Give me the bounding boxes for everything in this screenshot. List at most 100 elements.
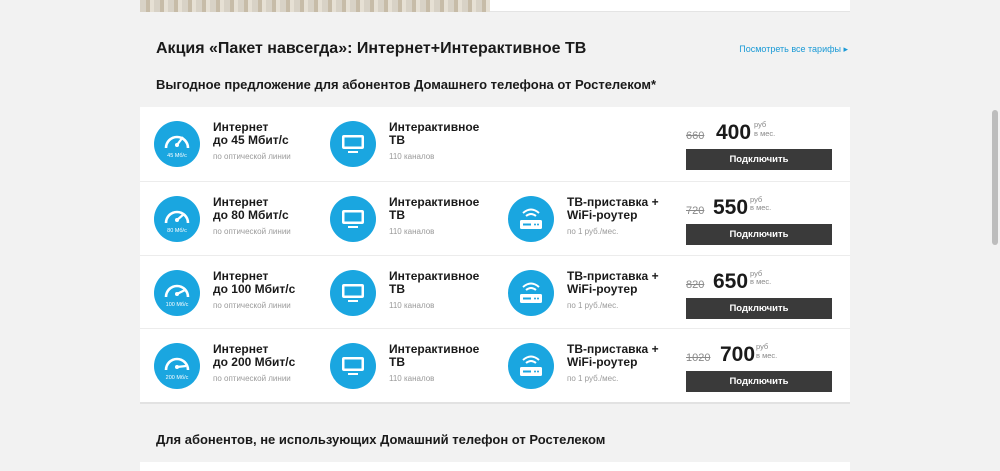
router-feature: ТВ-приставка + WiFi-роутер по 1 руб./мес…: [508, 342, 659, 390]
internet-name-line2: до 45 Мбит/с: [213, 133, 289, 147]
tv-feature: Интерактивное ТВ 110 каналов: [330, 342, 480, 390]
router-note: по 1 руб./мес.: [567, 300, 619, 310]
tv-name-line1: Интерактивное: [389, 268, 480, 283]
old-price: 720: [686, 204, 705, 217]
tv-name-line2: ТВ: [389, 207, 405, 222]
new-price: 650: [713, 269, 749, 293]
old-price: 1020: [686, 352, 711, 365]
scrollbar[interactable]: [988, 0, 1000, 471]
router-name-line1: ТВ-приставка +: [567, 268, 659, 283]
tv-name-line2: ТВ: [389, 281, 405, 296]
section-title-non-phone: Для абонентов, не использующих Домашний …: [156, 432, 606, 447]
internet-name-line2: до 100 Мбит/с: [213, 281, 296, 296]
router-feature: ТВ-приставка + WiFi-роутер по 1 руб./мес…: [508, 194, 659, 242]
router-name-line2: WiFi-роутер: [567, 207, 638, 222]
new-price: 700: [720, 343, 756, 367]
tv-note: 110 каналов: [389, 226, 435, 236]
tariff-row: 200 Мб/с Интернет до 200 Мбит/с по оптич…: [140, 328, 850, 402]
connect-button[interactable]: Подключить: [686, 297, 832, 319]
bottom-panel: [140, 462, 850, 471]
router-icon: [508, 269, 554, 316]
price-period: в мес.: [750, 203, 772, 213]
internet-note: по оптической линии: [213, 374, 291, 384]
internet-feature: 200 Мб/с Интернет до 200 Мбит/с по оптич…: [154, 342, 296, 390]
offer-subtitle: Выгодное предложение для абонентов Домаш…: [156, 77, 657, 92]
price-block: 720 550 руб в мес. Подключить: [686, 194, 832, 245]
old-price: 820: [686, 278, 705, 291]
internet-name-line2: до 80 Мбит/с: [213, 207, 289, 222]
internet-name-line2: до 200 Мбит/с: [213, 355, 296, 370]
price-currency: руб: [750, 194, 763, 204]
router-icon: [508, 343, 554, 390]
tv-icon: [330, 269, 376, 316]
price-unit: руб в мес.: [756, 343, 777, 360]
speedometer-icon: 45 Мб/с: [154, 121, 200, 167]
internet-note: по оптической линии: [213, 226, 291, 236]
tv-feature: Интерактивное ТВ 110 каналов: [330, 121, 479, 167]
old-price: 660: [686, 130, 705, 142]
tv-icon: [330, 343, 376, 390]
speed-badge: 100 Мб/с: [166, 302, 189, 308]
top-banner: [140, 0, 850, 12]
speedometer-icon: 200 Мб/с: [154, 343, 200, 390]
tariff-row: 100 Мб/с Интернет до 100 Мбит/с по оптич…: [140, 254, 850, 329]
tariff-list: 45 Мб/с Интернет до 45 Мбит/с по оптичес…: [140, 107, 850, 404]
router-name-line1: ТВ-приставка +: [567, 194, 659, 209]
section-title: Акция «Пакет навсегда»: Интернет+Интерак…: [156, 40, 587, 57]
internet-note: по оптической линии: [213, 300, 291, 310]
speedometer-icon: 100 Мб/с: [154, 269, 200, 316]
all-tariffs-link[interactable]: Посмотреть все тарифы ▸: [739, 44, 848, 54]
router-icon: [508, 195, 554, 242]
connect-button[interactable]: Подключить: [686, 371, 832, 393]
router-name-line1: ТВ-приставка +: [567, 342, 659, 357]
price-currency: руб: [754, 120, 767, 129]
price-period: в мес.: [750, 277, 772, 286]
tariff-row: 45 Мб/с Интернет до 45 Мбит/с по оптичес…: [140, 107, 850, 181]
internet-name-line1: Интернет: [213, 268, 269, 283]
price-unit: руб в мес.: [754, 120, 776, 138]
tv-note: 110 каналов: [389, 300, 435, 310]
tariff-row: 80 Мб/с Интернет до 80 Мбит/с по оптичес…: [140, 180, 850, 255]
tv-note: 110 каналов: [389, 152, 435, 161]
speedometer-icon: 80 Мб/с: [154, 195, 200, 242]
price-period: в мес.: [756, 350, 778, 360]
price-currency: руб: [750, 268, 763, 278]
speed-badge: 80 Мб/с: [167, 228, 187, 234]
internet-feature: 80 Мб/с Интернет до 80 Мбит/с по оптичес…: [154, 194, 291, 242]
price-unit: руб в мес.: [750, 268, 772, 287]
tv-name-line2: ТВ: [389, 133, 405, 147]
router-note: по 1 руб./мес.: [567, 226, 619, 236]
price-block: 1020 700 руб в мес. Подключить: [686, 341, 832, 393]
internet-feature: 100 Мб/с Интернет до 100 Мбит/с по оптич…: [154, 268, 296, 316]
speed-badge: 200 Мб/с: [166, 375, 189, 381]
router-name-line2: WiFi-роутер: [567, 281, 638, 296]
internet-feature: 45 Мб/с Интернет до 45 Мбит/с по оптичес…: [154, 121, 291, 167]
price-unit: руб в мес.: [750, 194, 772, 213]
internet-name-line1: Интернет: [213, 120, 269, 134]
price-block: 820 650 руб в мес. Подключить: [686, 268, 832, 319]
tv-feature: Интерактивное ТВ 110 каналов: [330, 268, 480, 316]
banner-image: [140, 0, 490, 12]
price-currency: руб: [756, 342, 769, 352]
tv-note: 110 каналов: [389, 374, 435, 384]
tv-name-line1: Интерактивное: [389, 120, 480, 134]
connect-button[interactable]: Подключить: [686, 149, 832, 170]
internet-note: по оптической линии: [213, 152, 291, 161]
tv-name-line2: ТВ: [389, 355, 405, 370]
new-price: 400: [716, 121, 752, 144]
tv-name-line1: Интерактивное: [389, 342, 480, 357]
internet-name-line1: Интернет: [213, 194, 269, 209]
connect-button[interactable]: Подключить: [686, 223, 832, 245]
new-price: 550: [713, 195, 749, 219]
price-period: в мес.: [754, 128, 776, 138]
speed-badge: 45 Мб/с: [167, 153, 187, 159]
price-block: 660 400 руб в мес. Подключить: [686, 119, 832, 170]
router-feature: ТВ-приставка + WiFi-роутер по 1 руб./мес…: [508, 268, 659, 316]
scrollbar-thumb[interactable]: [992, 110, 998, 245]
tv-name-line1: Интерактивное: [389, 194, 480, 209]
tv-icon: [330, 195, 376, 242]
router-note: по 1 руб./мес.: [567, 374, 619, 384]
tv-icon: [330, 121, 376, 167]
tv-feature: Интерактивное ТВ 110 каналов: [330, 194, 480, 242]
internet-name-line1: Интернет: [213, 342, 269, 357]
